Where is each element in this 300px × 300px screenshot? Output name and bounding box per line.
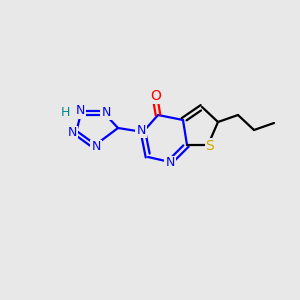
Text: N: N [75, 104, 85, 118]
Text: N: N [136, 124, 146, 136]
Text: N: N [67, 127, 77, 140]
Text: N: N [101, 106, 111, 118]
Text: O: O [151, 89, 161, 103]
Text: N: N [165, 157, 175, 169]
Text: H: H [60, 106, 70, 118]
Text: S: S [206, 139, 214, 153]
Text: N: N [91, 140, 101, 154]
